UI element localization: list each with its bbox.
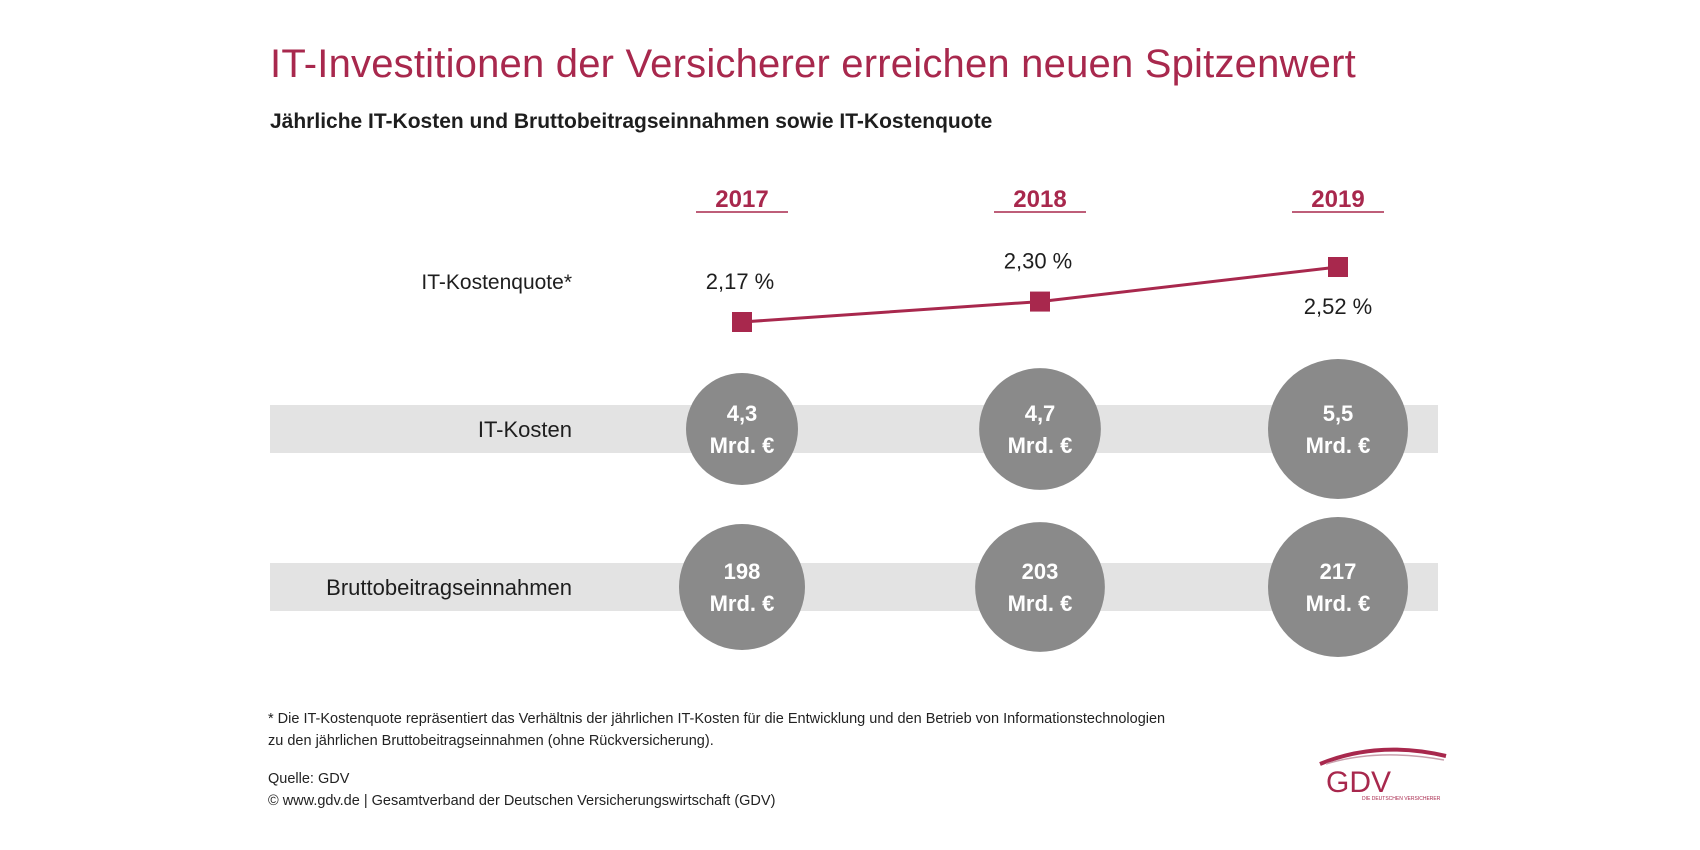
value-label: 4,7 [1025, 401, 1056, 426]
quote-value-label: 2,17 % [706, 269, 775, 294]
row-band [270, 405, 1438, 453]
value-label: 217 [1320, 559, 1357, 584]
unit-label: Mrd. € [1306, 433, 1371, 458]
row-label: IT-Kosten [478, 417, 572, 442]
quote-marker [732, 312, 752, 332]
footnote: * Die IT-Kostenquote repräsentiert das V… [268, 711, 1166, 749]
unit-label: Mrd. € [710, 591, 775, 616]
unit-label: Mrd. € [1008, 591, 1073, 616]
value-label: 198 [724, 559, 761, 584]
unit-label: Mrd. € [1008, 433, 1073, 458]
quote-value-label: 2,30 % [1004, 249, 1073, 274]
chart-subtitle: Jährliche IT-Kosten und Bruttobeitragsei… [270, 110, 993, 133]
quote-marker [1328, 257, 1348, 277]
value-circle [679, 524, 805, 650]
logo-tagline: DIE DEUTSCHEN VERSICHERER [1362, 796, 1441, 802]
year-label: 2019 [1311, 186, 1364, 213]
quote-value-label: 2,52 % [1304, 294, 1373, 319]
gdv-logo: GDV DIE DEUTSCHEN VERSICHERER [1319, 747, 1447, 802]
value-label: 4,3 [727, 401, 758, 426]
value-label: 5,5 [1323, 401, 1354, 426]
unit-label: Mrd. € [710, 433, 775, 458]
source-block: Quelle: GDV © www.gdv.de | Gesamtverband… [268, 768, 775, 812]
row-label: Bruttobeitragseinnahmen [326, 575, 572, 600]
value-circle [975, 522, 1105, 652]
quote-marker [1030, 291, 1050, 312]
source-label: Quelle: GDV [268, 771, 350, 787]
logo-arc [1319, 747, 1447, 766]
value-circle [1268, 517, 1408, 657]
row-band [270, 563, 1438, 611]
chart-title: IT-Investitionen der Versicherer erreich… [270, 42, 1356, 86]
logo-text: GDV [1326, 766, 1391, 799]
value-label: 203 [1022, 559, 1059, 584]
copyright-line: © www.gdv.de | Gesamtverband der Deutsch… [268, 793, 776, 809]
row-label-quote: IT-Kostenquote* [421, 271, 572, 294]
year-label: 2017 [715, 186, 768, 213]
value-circle [686, 373, 798, 485]
unit-label: Mrd. € [1306, 591, 1371, 616]
value-circle [1268, 359, 1408, 499]
value-circle [979, 368, 1101, 490]
year-label: 2018 [1013, 186, 1066, 213]
